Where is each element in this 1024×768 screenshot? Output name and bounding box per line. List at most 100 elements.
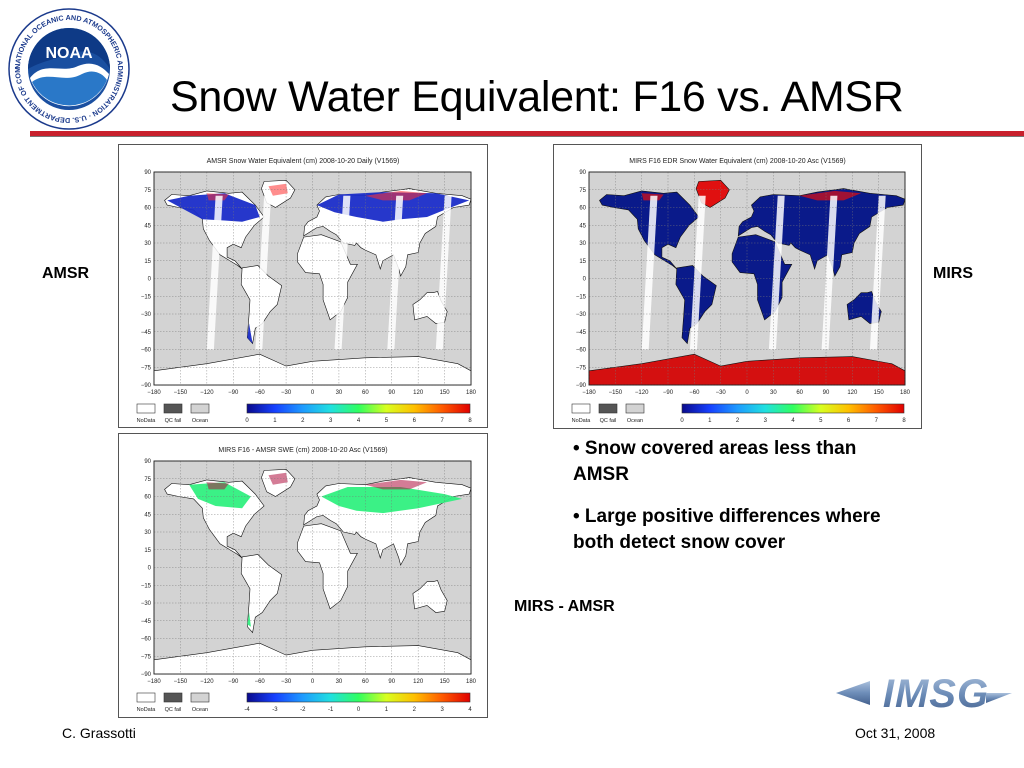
colorbar-tick-label: 1 bbox=[385, 707, 389, 713]
noaa-logo-text: NOAA bbox=[45, 45, 93, 62]
colorbar-tick-label: 3 bbox=[329, 418, 333, 424]
lat-tick-label: −45 bbox=[141, 330, 152, 336]
lon-tick-label: −120 bbox=[635, 390, 649, 396]
lon-tick-label: 60 bbox=[796, 390, 803, 396]
lon-tick-label: 150 bbox=[440, 390, 451, 396]
mirs-map-panel: MIRS F16 EDR Snow Water Equivalent (cm) … bbox=[553, 144, 922, 429]
colorbar-tick-label: -4 bbox=[244, 707, 250, 713]
lon-tick-label: −180 bbox=[147, 679, 161, 685]
noaa-logo: NATIONAL OCEANIC AND ATMOSPHERIC ADMINIS… bbox=[8, 8, 130, 130]
colorbar-tick-label: 8 bbox=[902, 418, 906, 424]
diff-map-panel: MIRS F16 - AMSR SWE (cm) 2008-10-20 Asc … bbox=[118, 433, 488, 718]
lat-tick-label: 60 bbox=[579, 206, 586, 212]
lat-tick-label: 0 bbox=[148, 277, 152, 283]
map-frame bbox=[153, 460, 472, 675]
lat-tick-label: 60 bbox=[144, 495, 151, 501]
lat-tick-label: 75 bbox=[144, 188, 151, 194]
imsg-logo: IMSG bbox=[836, 672, 1012, 716]
lat-tick-label: −60 bbox=[576, 348, 587, 354]
snow-accent bbox=[365, 479, 427, 490]
lon-tick-label: −60 bbox=[689, 390, 700, 396]
title-underline bbox=[30, 131, 1024, 136]
amsr-swe-map: AMSR Snow Water Equivalent (cm) 2008-10-… bbox=[137, 158, 477, 424]
lat-tick-label: −60 bbox=[141, 637, 152, 643]
colorbar bbox=[246, 692, 471, 703]
lon-tick-label: 120 bbox=[413, 390, 424, 396]
colorbar-tick-label: 5 bbox=[819, 418, 823, 424]
colorbar-tick-label: 0 bbox=[680, 418, 684, 424]
colorbar-tick-label: 7 bbox=[440, 418, 444, 424]
legend-label: NoData bbox=[137, 418, 157, 424]
map-title: MIRS F16 EDR Snow Water Equivalent (cm) … bbox=[629, 158, 845, 165]
colorbar-tick-label: 3 bbox=[440, 707, 444, 713]
lat-tick-label: 0 bbox=[583, 277, 587, 283]
legend-swatch bbox=[163, 403, 183, 414]
footer-author: C. Grassotti bbox=[62, 725, 136, 741]
lat-tick-label: 90 bbox=[144, 459, 151, 465]
legend-swatch bbox=[571, 403, 591, 414]
colorbar-tick-label: 5 bbox=[385, 418, 389, 424]
imsg-logo-text: IMSG bbox=[883, 672, 989, 716]
lon-tick-label: 90 bbox=[388, 390, 395, 396]
lat-tick-label: −15 bbox=[141, 583, 152, 589]
lat-tick-label: −45 bbox=[141, 619, 152, 625]
colorbar-tick-label: 4 bbox=[791, 418, 795, 424]
snow-region bbox=[316, 192, 470, 222]
swath-gap bbox=[768, 195, 785, 350]
colorbar-tick-label: 7 bbox=[875, 418, 879, 424]
lat-tick-label: 75 bbox=[144, 477, 151, 483]
lat-tick-label: 30 bbox=[144, 530, 151, 536]
lat-tick-label: −75 bbox=[576, 365, 587, 371]
lat-tick-label: −45 bbox=[576, 330, 587, 336]
lon-tick-label: −180 bbox=[582, 390, 596, 396]
lon-tick-label: −150 bbox=[609, 390, 623, 396]
colorbar-tick-label: 0 bbox=[245, 418, 249, 424]
colorbar-tick-label: -3 bbox=[272, 707, 278, 713]
lat-tick-label: −15 bbox=[141, 294, 152, 300]
continent-australia bbox=[412, 580, 448, 613]
swath-gap bbox=[689, 195, 706, 350]
lon-tick-label: −150 bbox=[174, 679, 188, 685]
lat-tick-label: 45 bbox=[144, 512, 151, 518]
colorbar-tick-label: 2 bbox=[301, 418, 305, 424]
colorbar-tick-label: 6 bbox=[413, 418, 417, 424]
lon-tick-label: −60 bbox=[255, 679, 266, 685]
lon-tick-label: 0 bbox=[311, 679, 315, 685]
lat-tick-label: 75 bbox=[579, 188, 586, 194]
lon-tick-label: 90 bbox=[388, 679, 395, 685]
lon-tick-label: 90 bbox=[823, 390, 830, 396]
swath-gap bbox=[206, 195, 223, 350]
slide-title: Snow Water Equivalent: F16 vs. AMSR bbox=[170, 73, 904, 121]
swath-gap bbox=[821, 195, 838, 350]
lon-tick-label: −90 bbox=[228, 679, 239, 685]
amsr-map-panel: AMSR Snow Water Equivalent (cm) 2008-10-… bbox=[118, 144, 488, 428]
swath-gap bbox=[334, 195, 351, 350]
lat-tick-label: 15 bbox=[144, 259, 151, 265]
lon-tick-label: −30 bbox=[281, 679, 292, 685]
snow-region bbox=[189, 482, 251, 509]
lat-tick-label: −30 bbox=[141, 312, 152, 318]
lon-tick-label: 30 bbox=[336, 679, 343, 685]
bullet-item: • Snow covered areas less than AMSR bbox=[573, 438, 857, 485]
colorbar-tick-label: 4 bbox=[468, 707, 472, 713]
colorbar-tick-label: -1 bbox=[328, 707, 334, 713]
title-underline-shadow bbox=[30, 136, 1024, 137]
bullet-item: • Large positive differences where both … bbox=[573, 506, 881, 553]
legend-swatch bbox=[625, 403, 645, 414]
legend-label: Ocean bbox=[627, 418, 643, 424]
footer-date: Oct 31, 2008 bbox=[855, 725, 936, 741]
lon-tick-label: −120 bbox=[200, 679, 214, 685]
snow-region bbox=[167, 193, 260, 222]
lat-tick-label: −30 bbox=[141, 601, 152, 607]
colorbar-tick-label: 4 bbox=[357, 418, 361, 424]
snow-accent bbox=[799, 190, 862, 201]
legend-label: NoData bbox=[137, 707, 157, 713]
colorbar-tick-label: 0 bbox=[357, 707, 361, 713]
snow-accent bbox=[206, 482, 229, 490]
lon-tick-label: 120 bbox=[413, 679, 424, 685]
legend-label: QC fail bbox=[165, 418, 182, 424]
legend-swatch bbox=[598, 403, 618, 414]
swath-gap bbox=[255, 195, 272, 350]
lon-tick-label: −60 bbox=[255, 390, 266, 396]
lon-tick-label: 180 bbox=[466, 390, 477, 396]
